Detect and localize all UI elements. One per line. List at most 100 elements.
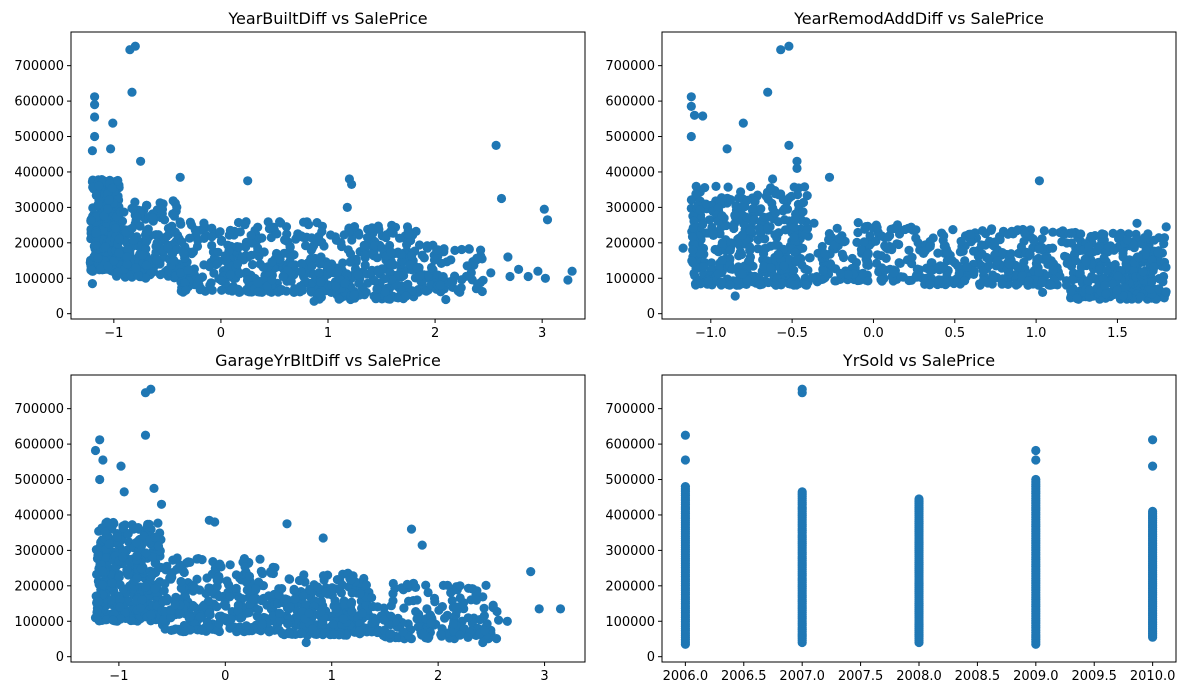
scatter-point — [204, 583, 214, 593]
scatter-point — [168, 625, 178, 635]
scatter-point — [872, 258, 882, 268]
scatter-point — [505, 271, 515, 282]
scatter-point — [90, 112, 100, 122]
scatter-point — [305, 584, 315, 595]
scatter-point — [113, 267, 123, 277]
scatter-point — [789, 232, 799, 242]
scatter-point — [437, 602, 447, 612]
scatter-point — [277, 629, 287, 639]
scatter-point — [847, 253, 857, 264]
scatter-point — [387, 275, 397, 285]
scatter-point — [221, 601, 231, 611]
x-tick-label: 2006.0 — [663, 669, 709, 684]
scatter-point — [965, 229, 976, 239]
scatter-point — [804, 253, 815, 263]
scatter-point — [418, 628, 428, 639]
scatter-point — [213, 247, 223, 257]
scatter-point — [726, 238, 736, 248]
scatter-point — [185, 557, 195, 568]
scatter-point — [176, 583, 186, 593]
y-tick-label: 400000 — [14, 165, 64, 180]
scatter-point — [745, 242, 755, 252]
scatter-point — [889, 223, 899, 234]
scatter-point — [93, 550, 103, 560]
scatter-point — [852, 237, 862, 247]
scatter-point — [188, 600, 198, 611]
scatter-point — [789, 222, 800, 232]
scatter-point — [1095, 264, 1105, 274]
scatter-point — [102, 517, 112, 527]
x-tick-label: 2008.0 — [896, 669, 942, 684]
y-tick-label: 700000 — [605, 402, 655, 417]
scatter-point — [207, 240, 217, 251]
scatter-point — [680, 482, 691, 492]
scatter-point — [103, 204, 113, 214]
scatter-point — [422, 242, 432, 252]
scatter-point — [784, 41, 794, 51]
scatter-point — [464, 244, 474, 254]
scatter-point — [160, 579, 170, 589]
scatter-point — [316, 606, 326, 617]
scatter-point — [98, 455, 108, 465]
scatter-point — [686, 131, 696, 142]
scatter-point — [1145, 284, 1155, 294]
scatter-point — [257, 233, 267, 243]
scatter-point — [141, 260, 151, 270]
scatter-point — [118, 584, 128, 594]
scatter-point — [1076, 229, 1086, 239]
y-tick-label: 200000 — [605, 579, 655, 594]
scatter-point — [880, 265, 890, 275]
scatter-point — [1072, 293, 1082, 304]
scatter-point — [179, 248, 189, 258]
y-tick-label: 500000 — [14, 473, 64, 488]
scatter-point — [309, 241, 319, 251]
scatter-point — [399, 603, 409, 613]
scatter-point — [307, 624, 318, 634]
scatter-point — [203, 596, 214, 606]
scatter-point — [1042, 252, 1052, 262]
scatter-point — [86, 215, 96, 225]
scatter-point — [695, 205, 705, 215]
scatter-point — [158, 597, 168, 607]
scatter-point — [90, 100, 100, 110]
scatter-point — [1148, 435, 1158, 445]
scatter-point — [127, 223, 137, 233]
scatter-point — [962, 262, 972, 272]
scatter-point — [406, 524, 417, 534]
scatter-point — [141, 548, 151, 558]
y-tick-label: 0 — [56, 650, 64, 665]
scatter-point — [297, 628, 307, 639]
scatter-point — [114, 234, 124, 244]
scatter-point — [453, 285, 463, 295]
scatter-point — [307, 233, 317, 243]
scatter-point — [151, 255, 161, 265]
y-tick-label: 100000 — [605, 615, 655, 630]
scatter-point — [710, 244, 720, 255]
scatter-point — [231, 570, 241, 580]
scatter-point — [1100, 280, 1110, 290]
scatter-point — [770, 240, 780, 250]
scatter-point — [717, 255, 727, 265]
y-tick-label: 0 — [56, 307, 64, 322]
scatter-point — [93, 253, 103, 263]
scatter-point — [407, 286, 417, 296]
scatter-point — [1039, 226, 1049, 236]
scatter-point — [1148, 461, 1158, 471]
scatter-point — [94, 181, 104, 191]
scatter-point — [284, 629, 294, 639]
scatter-point — [151, 241, 161, 251]
scatter-point — [717, 238, 727, 248]
y-tick-label: 100000 — [605, 272, 655, 287]
scatter-point — [309, 296, 319, 306]
x-tick-label: 2007.5 — [838, 669, 884, 684]
scatter-point — [1161, 222, 1171, 232]
scatter-point — [863, 276, 873, 286]
scatter-point — [307, 261, 317, 271]
scatter-point — [231, 583, 241, 594]
scatter-point — [955, 247, 966, 257]
scatter-point — [892, 239, 902, 249]
scatter-point — [756, 204, 766, 214]
scatter-point — [100, 242, 110, 252]
scatter-point — [698, 219, 708, 229]
scatter-point — [339, 230, 349, 240]
